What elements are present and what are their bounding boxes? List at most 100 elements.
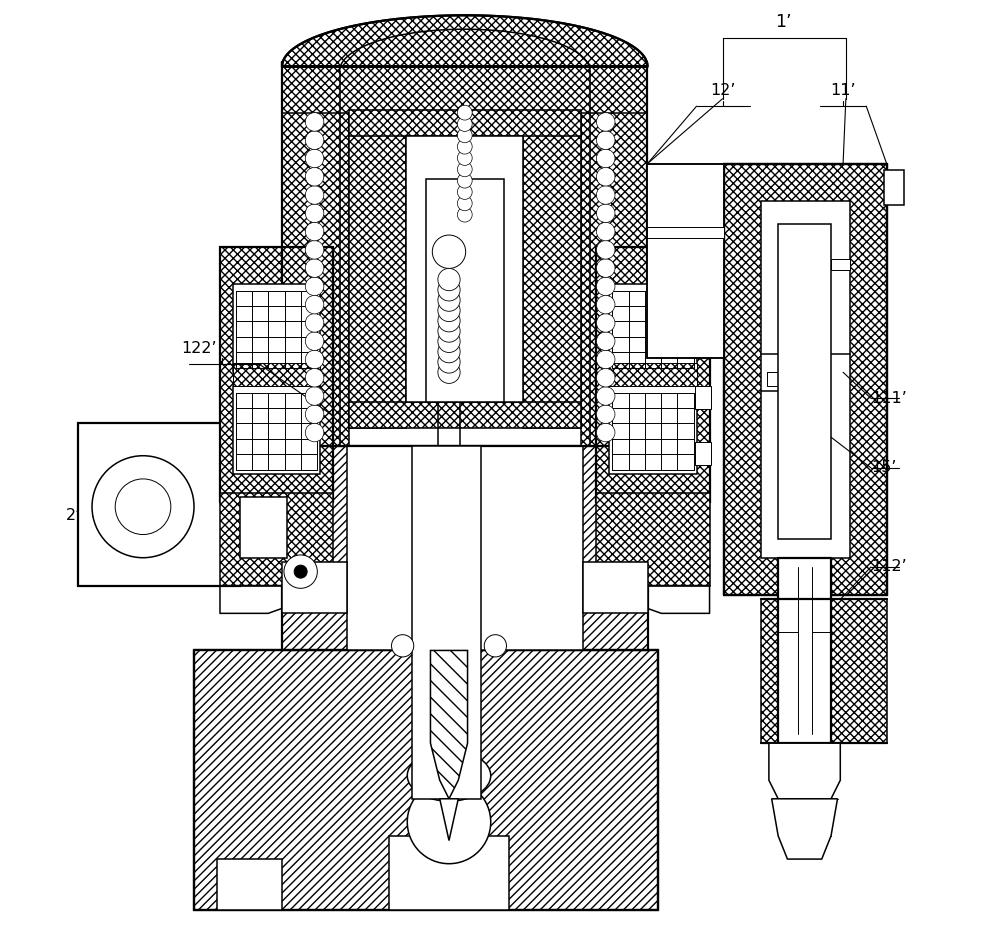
Text: 11’: 11’	[830, 83, 856, 98]
Circle shape	[438, 361, 460, 383]
Circle shape	[305, 186, 324, 205]
Bar	[426, 179, 504, 402]
Circle shape	[284, 555, 317, 589]
Circle shape	[457, 162, 472, 177]
Circle shape	[305, 113, 324, 131]
Circle shape	[457, 207, 472, 222]
Bar	[412, 446, 481, 799]
Circle shape	[305, 204, 324, 222]
Bar	[347, 446, 583, 650]
Circle shape	[305, 313, 324, 332]
Circle shape	[596, 259, 615, 277]
Ellipse shape	[407, 751, 491, 801]
Circle shape	[305, 423, 324, 442]
Text: 15’: 15’	[871, 460, 896, 475]
Bar	[647, 227, 724, 238]
Polygon shape	[769, 743, 840, 799]
Polygon shape	[282, 15, 647, 66]
Circle shape	[305, 332, 324, 351]
Circle shape	[596, 113, 615, 131]
Bar	[831, 259, 850, 271]
Bar	[596, 493, 710, 586]
Bar	[761, 600, 887, 743]
Circle shape	[484, 634, 506, 657]
Circle shape	[596, 186, 615, 205]
Bar	[778, 558, 831, 743]
Circle shape	[305, 222, 324, 241]
Bar	[609, 386, 697, 474]
Bar	[523, 113, 581, 428]
Circle shape	[115, 479, 171, 535]
Circle shape	[596, 332, 615, 351]
Circle shape	[596, 204, 615, 222]
Circle shape	[438, 340, 460, 363]
Circle shape	[305, 131, 324, 150]
Bar	[240, 498, 287, 558]
Circle shape	[596, 296, 615, 314]
Circle shape	[438, 279, 460, 301]
Circle shape	[457, 196, 472, 211]
Circle shape	[305, 277, 324, 296]
Circle shape	[305, 296, 324, 314]
Circle shape	[305, 405, 324, 423]
Bar	[406, 136, 523, 402]
Circle shape	[457, 105, 472, 120]
Circle shape	[596, 277, 615, 296]
Circle shape	[438, 330, 460, 352]
Circle shape	[305, 368, 324, 387]
Bar	[349, 402, 581, 428]
Circle shape	[305, 167, 324, 186]
Text: 111’: 111’	[871, 391, 907, 405]
Bar	[884, 170, 904, 206]
Circle shape	[438, 269, 460, 291]
Circle shape	[438, 289, 460, 312]
Bar	[609, 285, 697, 372]
Circle shape	[596, 241, 615, 259]
Polygon shape	[440, 799, 458, 841]
Circle shape	[596, 405, 615, 423]
Circle shape	[596, 351, 615, 368]
Text: 12’: 12’	[710, 83, 735, 98]
Bar	[217, 859, 282, 910]
Circle shape	[596, 313, 615, 332]
Circle shape	[305, 259, 324, 277]
Circle shape	[407, 780, 491, 864]
Circle shape	[457, 116, 472, 131]
Circle shape	[457, 184, 472, 199]
Circle shape	[305, 351, 324, 368]
Circle shape	[596, 387, 615, 405]
Bar	[233, 386, 320, 474]
Circle shape	[305, 387, 324, 405]
Text: 1’: 1’	[775, 13, 792, 31]
Bar	[778, 224, 831, 539]
Circle shape	[305, 149, 324, 167]
Circle shape	[596, 368, 615, 387]
Bar	[282, 446, 648, 650]
Bar	[647, 164, 724, 358]
Circle shape	[457, 173, 472, 188]
Bar	[349, 110, 581, 136]
Circle shape	[438, 310, 460, 332]
Circle shape	[457, 151, 472, 166]
Bar	[233, 285, 320, 372]
Circle shape	[392, 634, 414, 657]
Circle shape	[92, 456, 194, 558]
Circle shape	[438, 351, 460, 373]
Polygon shape	[772, 799, 838, 859]
Circle shape	[457, 140, 472, 154]
Bar	[609, 363, 697, 386]
Circle shape	[294, 565, 307, 578]
Bar	[695, 442, 711, 465]
Bar	[194, 650, 658, 910]
Bar	[349, 113, 406, 428]
Circle shape	[432, 235, 466, 269]
Circle shape	[305, 241, 324, 259]
Bar	[220, 247, 333, 502]
Bar	[761, 201, 850, 558]
Circle shape	[438, 299, 460, 322]
Bar	[282, 75, 349, 446]
Bar	[78, 423, 240, 586]
Bar	[724, 164, 887, 595]
Circle shape	[457, 128, 472, 142]
Circle shape	[438, 320, 460, 342]
